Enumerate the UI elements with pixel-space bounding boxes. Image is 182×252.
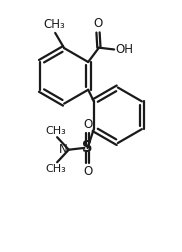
Text: OH: OH (115, 43, 133, 56)
Text: O: O (83, 118, 92, 131)
Text: CH₃: CH₃ (46, 126, 67, 136)
Text: S: S (82, 140, 93, 155)
Text: O: O (93, 17, 103, 30)
Text: CH₃: CH₃ (43, 18, 65, 31)
Text: N: N (59, 143, 68, 156)
Text: CH₃: CH₃ (46, 164, 67, 174)
Text: O: O (83, 165, 92, 178)
